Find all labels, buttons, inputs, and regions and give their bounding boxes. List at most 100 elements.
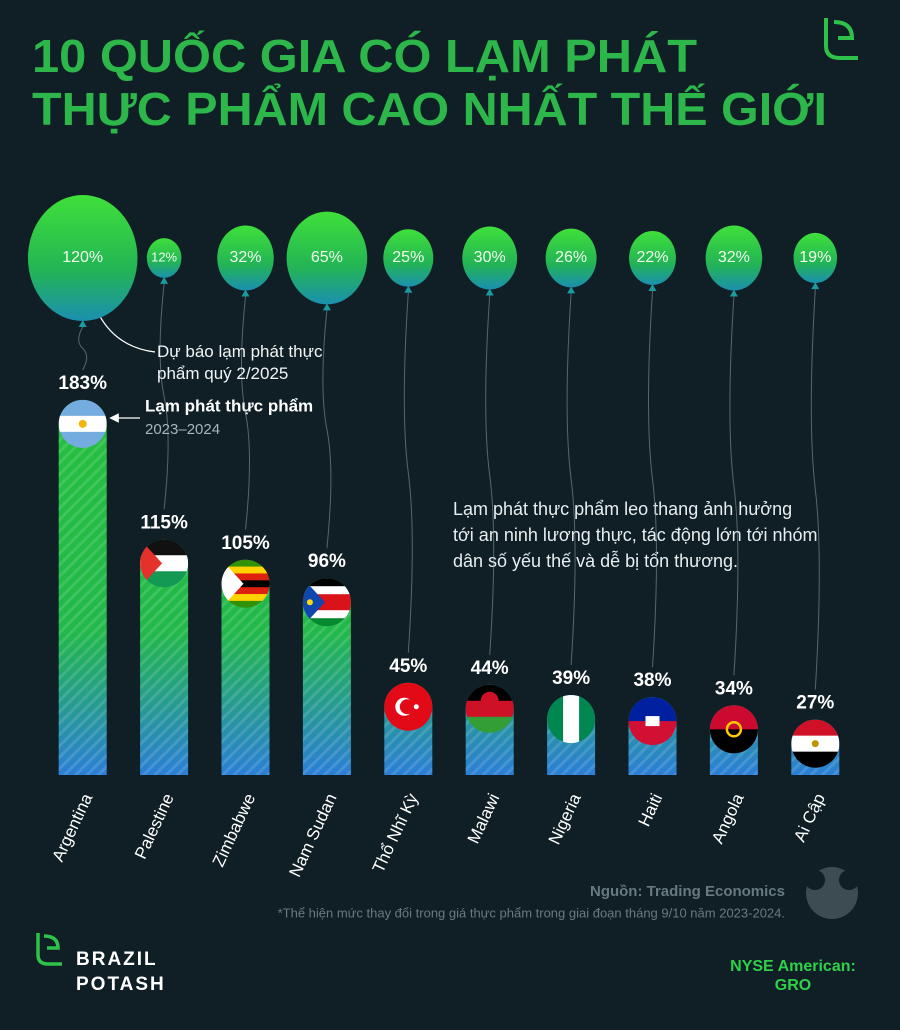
balloon-label: 32% (229, 249, 261, 266)
balloon-label: 12% (151, 249, 177, 264)
flag-part (413, 704, 419, 710)
value-label: 34% (715, 678, 753, 699)
flag-part (791, 751, 840, 768)
flag-part (78, 419, 87, 428)
legend-entry: Dự báo lạm phát thực phẩm quý 2/2025 (157, 342, 323, 383)
balloon-knot (729, 289, 738, 297)
balloon-knot (567, 286, 576, 294)
balloon-knot (322, 303, 331, 311)
x-tick-label: Nigeria (545, 790, 585, 847)
flag (302, 578, 351, 627)
balloon-string (485, 295, 495, 655)
flag-part (221, 600, 270, 608)
flag-part (709, 705, 758, 730)
flag-part (140, 571, 189, 588)
flag-part (221, 594, 270, 602)
balloon (286, 211, 368, 305)
x-tick-label: Argentina (48, 790, 96, 864)
value-label: 27% (796, 693, 834, 714)
flag-part (221, 587, 270, 595)
flag (140, 539, 189, 588)
flag-part (302, 594, 351, 603)
balloon-string (159, 283, 169, 510)
logo-top (824, 18, 858, 60)
balloon-string (648, 290, 657, 668)
legend-entry: Lạm phát thực phẩm (145, 396, 313, 415)
balloon-string (810, 289, 820, 690)
flag-part (58, 399, 107, 417)
flag-part (221, 566, 270, 574)
balloon (793, 232, 838, 284)
balloon-label: 25% (392, 249, 424, 266)
brand: BRAZIL (76, 949, 158, 970)
balloon-label: 65% (311, 249, 343, 266)
chart-title: THỰC PHẨM CAO NHẤT THẾ GIỚI (32, 83, 827, 135)
balloon (146, 238, 182, 278)
flag-part (140, 539, 189, 556)
note: dân số yếu thế và dễ bị tổn thương. (453, 550, 738, 571)
flag-part (302, 602, 351, 611)
brand: POTASH (76, 974, 166, 995)
balloon-label: 26% (555, 249, 587, 266)
footnote: *Thể hiện mức thay đổi trong giá thực ph… (278, 905, 785, 920)
balloon (705, 225, 763, 291)
value-label: 44% (471, 658, 509, 679)
balloon (27, 195, 138, 321)
balloon (629, 231, 676, 285)
ticker: NYSE American: (730, 958, 856, 975)
flag (384, 682, 433, 731)
flag-part (547, 695, 564, 744)
flag-part (221, 573, 270, 581)
x-tick-label: Palestine (131, 791, 178, 862)
value-label: 39% (552, 668, 590, 689)
ticker: GRO (775, 977, 811, 994)
flag (221, 559, 270, 608)
flag-part (302, 578, 325, 627)
flag-part (221, 580, 270, 588)
flag-part (645, 716, 660, 727)
flag (791, 719, 840, 768)
flag-part (480, 691, 499, 710)
flag-part (58, 431, 107, 448)
flag-part (579, 695, 596, 744)
flag-part (791, 719, 840, 737)
note: Lạm phát thực phẩm leo thang ảnh hưởng (453, 499, 792, 519)
balloon-label: 30% (474, 249, 506, 266)
x-tick-label: Zimbabwe (209, 791, 259, 870)
flag-part (465, 716, 514, 733)
value-label: 183% (58, 373, 107, 394)
balloon (545, 228, 597, 288)
x-tick-label: Haiti (635, 791, 667, 830)
balloon-string (241, 296, 250, 530)
balloon-string (566, 293, 576, 666)
x-tick-label: Thổ Nhĩ Kỳ (369, 790, 422, 876)
balloon-label: 32% (718, 249, 750, 266)
balloon (383, 229, 434, 287)
flag-part (399, 699, 415, 715)
flag-part (725, 721, 743, 738)
balloon-label: 22% (636, 249, 668, 266)
value-label: 105% (221, 533, 270, 554)
x-tick-label: Malawi (464, 791, 504, 847)
flag (58, 399, 107, 448)
flag (465, 684, 514, 733)
flag (547, 695, 596, 744)
value-label: 96% (308, 551, 346, 572)
flag-part (221, 559, 244, 608)
legend-period: 2023–2024 (145, 421, 220, 438)
balloon-knot (160, 276, 169, 284)
flag-part (302, 586, 351, 595)
flag-part (302, 578, 351, 587)
balloon (217, 225, 274, 291)
value-label: 45% (389, 656, 427, 677)
balloon-knot (241, 289, 250, 297)
flag-part (302, 610, 351, 619)
balloon-string (322, 310, 332, 549)
x-tick-label: Nam Sudan (285, 791, 340, 880)
balloon-knot (485, 288, 494, 296)
balloon-knot (648, 283, 657, 291)
balloon-string (78, 326, 88, 371)
bar (58, 399, 107, 775)
